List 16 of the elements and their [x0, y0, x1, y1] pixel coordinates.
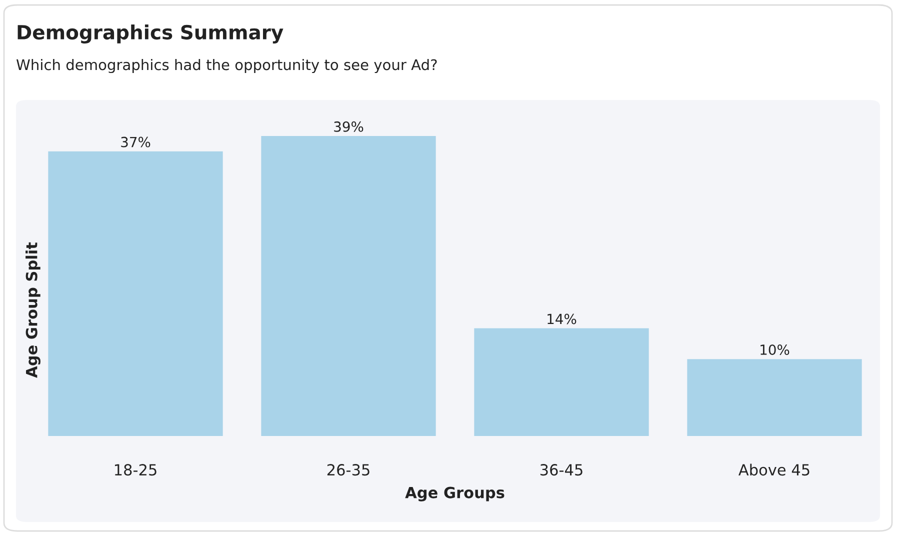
- data-label: 10%: [760, 344, 790, 355]
- chart-subtitle: Which demographics had the opportunity to see your Ad?: [16, 58, 437, 74]
- bar: [687, 359, 862, 436]
- bar: [48, 151, 223, 436]
- y-axis-title: Age Group Split: [26, 242, 40, 378]
- data-label: 14%: [548, 314, 576, 324]
- x-tick-label: 36-45: [540, 464, 582, 476]
- data-label: 37%: [121, 136, 150, 148]
- data-label: 39%: [334, 121, 364, 132]
- x-tick-label: 26-35: [327, 464, 370, 476]
- x-tick-label: Above 45: [738, 464, 810, 476]
- chart-title: Demographics Summary: [18, 24, 284, 44]
- bar: [474, 328, 649, 436]
- bar: [261, 136, 436, 436]
- x-axis-title: Age Groups: [405, 486, 504, 502]
- x-tick-label: 18-25: [114, 464, 156, 476]
